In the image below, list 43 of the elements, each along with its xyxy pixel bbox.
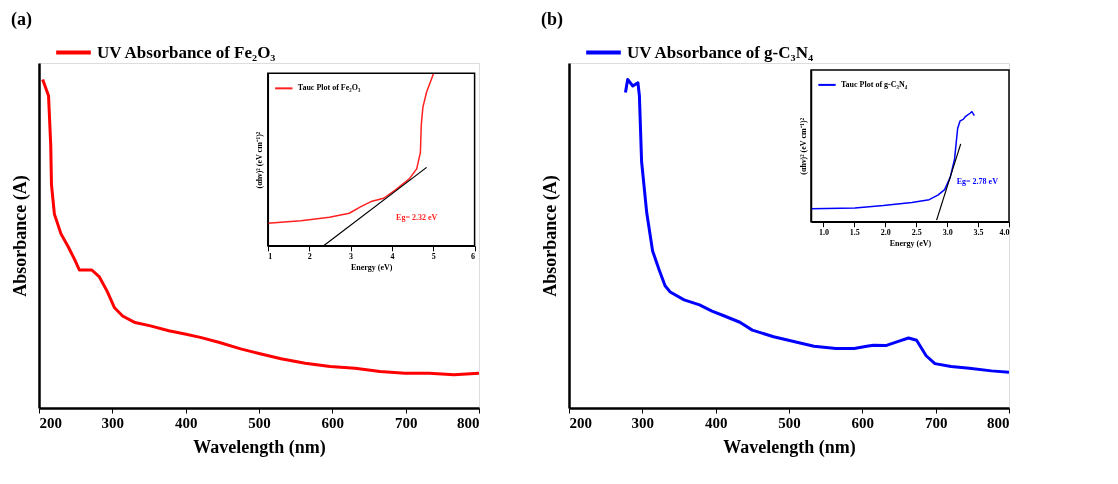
x-tick-label: 500 xyxy=(248,414,271,431)
y-axis-title: Absorbance (A) xyxy=(9,175,31,297)
x-tick-label: 400 xyxy=(174,414,198,431)
x-tick-label: 600 xyxy=(321,414,345,431)
y-axis-title: (αhν)² (eV cm⁻¹)² xyxy=(255,131,265,189)
annotation: Eg= 2.78 eV xyxy=(956,177,999,187)
x-axis-title: Energy (eV) xyxy=(350,263,393,273)
x-tick-label: 800 xyxy=(987,414,1010,431)
x-tick-label: 200 xyxy=(39,414,62,431)
x-axis-title: Wavelength (nm) xyxy=(723,436,856,458)
legend-label: UV Absorbance of g-C₃N₄ xyxy=(627,42,814,62)
x-tick-label: 2 xyxy=(307,252,312,262)
x-tick-label: 2.0 xyxy=(880,228,891,238)
x-tick-label: 1 xyxy=(268,252,273,262)
legend-label: UV Absorbance of Fe₂O₃ xyxy=(97,42,276,62)
x-tick-label: 6 xyxy=(471,252,476,262)
x-axis-title: Wavelength (nm) xyxy=(193,436,326,458)
annotation: Eg= 2.32 eV xyxy=(396,213,438,223)
x-tick-label: 800 xyxy=(457,414,480,431)
x-tick-label: 3 xyxy=(349,252,354,262)
x-tick-label: 5 xyxy=(431,252,436,262)
chart-title: (b) xyxy=(541,9,563,30)
y-axis-title: (αhν)² (eV cm⁻¹)² xyxy=(798,117,808,175)
y-axis-title: Absorbance (A) xyxy=(539,175,561,297)
legend-label: Tauc Plot of g-C₃N₄ xyxy=(841,79,908,89)
x-tick-label: 200 xyxy=(569,414,592,431)
x-tick-label: 4.0 xyxy=(999,228,1010,238)
x-tick-label: 300 xyxy=(631,414,655,431)
x-tick-label: 600 xyxy=(851,414,875,431)
x-tick-label: 1.0 xyxy=(818,228,829,238)
legend-label: Tauc Plot of Fe₂O₃ xyxy=(297,83,361,93)
x-tick-label: 700 xyxy=(924,414,948,431)
x-tick-label: 3.0 xyxy=(942,228,953,238)
chart-title: (a) xyxy=(11,9,32,30)
x-tick-label: 400 xyxy=(704,414,728,431)
x-tick-label: 700 xyxy=(394,414,418,431)
x-tick-label: 500 xyxy=(778,414,801,431)
x-tick-label: 4 xyxy=(390,252,395,262)
x-tick-label: 1.5 xyxy=(849,228,860,238)
x-tick-label: 3.5 xyxy=(973,228,984,238)
x-axis-title: Energy (eV) xyxy=(889,239,932,249)
x-tick-label: 2.5 xyxy=(911,228,922,238)
x-tick-label: 300 xyxy=(101,414,125,431)
